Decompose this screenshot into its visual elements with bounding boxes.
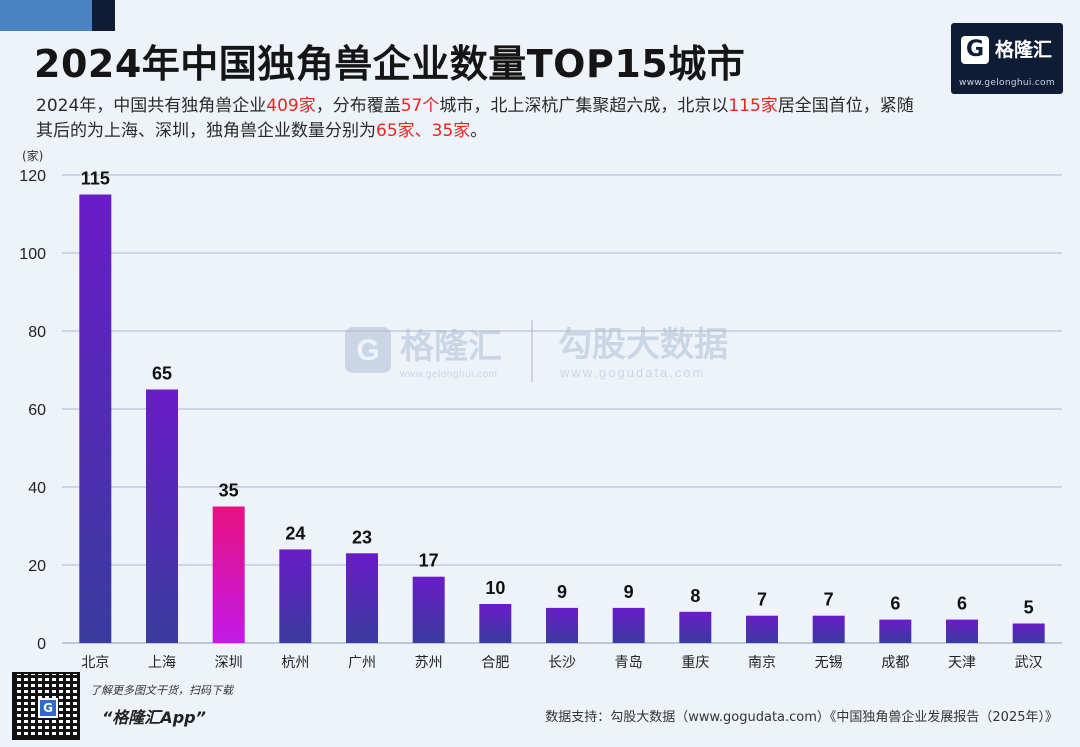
bar-8	[546, 607, 578, 643]
app-name: “格隆汇App”	[102, 708, 206, 727]
x-tick-label: 广州	[348, 655, 376, 671]
top-accent-blue	[0, 0, 92, 31]
bar-2	[146, 389, 178, 643]
grid-lines	[62, 174, 1062, 644]
watermark-logo-icon	[345, 327, 391, 373]
data-label: 24	[285, 523, 305, 543]
bar-15	[1012, 623, 1045, 643]
data-label: 6	[957, 594, 967, 614]
bars	[79, 194, 1045, 643]
watermark-data-name: 勾股大数据	[558, 325, 728, 365]
data-label: 5	[1024, 598, 1034, 618]
bar-4	[279, 549, 312, 643]
data-label: 7	[824, 590, 834, 610]
bar-10	[679, 611, 712, 643]
summary-highlight: 409家	[266, 96, 316, 116]
bar-12	[812, 615, 845, 643]
x-tick-label: 合肥	[481, 655, 509, 671]
x-tick-label: 天津	[948, 655, 976, 671]
y-tick-label: 20	[28, 558, 46, 575]
summary-segment: 城市，北上深杭广集聚超六成，北京以	[439, 96, 729, 116]
bar-1	[79, 194, 112, 643]
data-label: 35	[219, 481, 239, 501]
x-axis-ticks: 北京 上海 深圳 杭州 广州 苏州 合肥 长沙 青岛 重庆 南京 无锡 成都 天津 武汉	[81, 655, 1042, 671]
summary-highlight: 57个	[400, 96, 440, 116]
logo-url: www.gelonghui.com	[959, 78, 1055, 88]
qr-logo-icon: G	[38, 698, 58, 718]
data-label: 7	[757, 590, 767, 610]
qr-code: G	[12, 672, 80, 740]
data-label: 65	[152, 364, 172, 384]
x-tick-label: 杭州	[281, 655, 309, 671]
bar-9	[612, 607, 645, 643]
summary-highlight: 65家、35家	[376, 121, 471, 141]
data-label: 6	[890, 594, 900, 614]
logo-name: 格隆汇	[995, 39, 1053, 61]
brand-logo: G 格隆汇 www.gelonghui.com	[951, 23, 1063, 94]
summary-segment: ，分布覆盖	[315, 96, 401, 116]
logo-mark-icon: G	[961, 36, 989, 64]
data-label: 10	[485, 578, 505, 598]
y-tick-label: 0	[37, 636, 46, 653]
summary-segment: 。	[470, 121, 488, 141]
y-tick-label: 60	[28, 402, 46, 419]
data-source: 数据支持：勾股大数据（www.gogudata.com）《中国独角兽企业发展报告…	[545, 710, 1058, 725]
bar-7	[479, 604, 512, 643]
data-label: 115	[81, 169, 110, 189]
qr-caption: 了解更多图文干货，扫码下载	[90, 684, 233, 697]
data-label: 23	[352, 527, 372, 547]
bar-6	[412, 576, 445, 643]
x-tick-label: 苏州	[415, 655, 443, 671]
x-tick-label: 成都	[881, 655, 909, 671]
data-label: 9	[557, 582, 567, 602]
bar-11	[746, 615, 778, 643]
x-tick-label: 青岛	[615, 655, 643, 671]
summary-highlight: 115家	[728, 96, 778, 116]
top-accent-navy	[92, 0, 115, 31]
bar-chart: G 格隆汇 www.gelonghui.com 勾股大数据 www.goguda…	[19, 148, 1062, 671]
summary-segment: 2024年，中国共有独角兽企业	[36, 96, 267, 116]
x-tick-label: 上海	[148, 655, 176, 671]
bar-5	[346, 553, 378, 643]
bar-13	[879, 619, 912, 643]
bar-14	[946, 619, 978, 643]
y-tick-label: 40	[28, 480, 46, 497]
watermark: G 格隆汇 www.gelonghui.com 勾股大数据 www.goguda…	[345, 320, 728, 382]
x-tick-label: 武汉	[1015, 655, 1043, 671]
watermark-logo-glyph: G	[356, 334, 379, 367]
y-tick-label: 120	[19, 168, 46, 185]
summary-segment: 居全国首位，紧随其后的为上海、深圳，独角兽企业数量分别为	[36, 96, 914, 141]
y-tick-label: 100	[19, 246, 46, 263]
x-tick-label: 无锡	[815, 655, 843, 671]
y-axis-ticks: 0 20 40 60 80 100 120	[19, 168, 46, 653]
top-accent-bar	[0, 0, 115, 31]
x-tick-label: 深圳	[215, 655, 243, 671]
data-label: 9	[624, 582, 634, 602]
data-label: 8	[690, 586, 700, 606]
watermark-data-url: www.gogudata.com	[559, 365, 705, 380]
summary-text: 2024年，中国共有独角兽企业409家，分布覆盖57个城市，北上深杭广集聚超六成…	[36, 94, 916, 144]
y-axis-unit: (家)	[22, 148, 43, 163]
x-tick-label: 北京	[81, 655, 109, 671]
x-tick-label: 南京	[748, 655, 776, 671]
watermark-brand-name: 格隆汇	[400, 327, 502, 367]
x-tick-label: 长沙	[548, 655, 576, 671]
y-tick-label: 80	[28, 324, 46, 341]
x-tick-label: 重庆	[681, 655, 709, 671]
watermark-brand-url: www.gelonghui.com	[399, 369, 497, 380]
data-label: 17	[419, 551, 439, 571]
bar-3	[212, 506, 245, 643]
page-title: 2024年中国独角兽企业数量TOP15城市	[34, 42, 746, 86]
